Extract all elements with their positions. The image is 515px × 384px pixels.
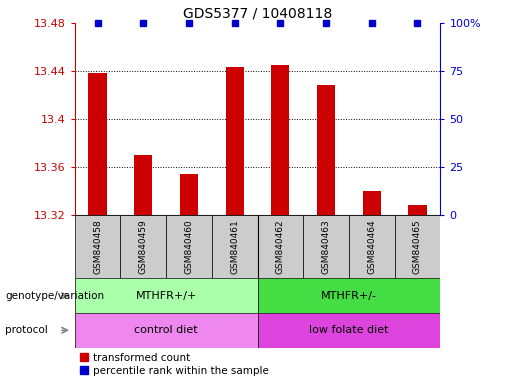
Title: GDS5377 / 10408118: GDS5377 / 10408118	[183, 7, 332, 20]
Bar	[363, 191, 381, 215]
Text: GSM840465: GSM840465	[413, 219, 422, 274]
Text: MTHFR+/-: MTHFR+/-	[321, 291, 377, 301]
Bar	[121, 215, 166, 278]
Bar	[89, 73, 107, 215]
Bar	[271, 65, 289, 215]
Text: GSM840462: GSM840462	[276, 219, 285, 274]
Text: GSM840459: GSM840459	[139, 219, 148, 274]
Bar	[258, 313, 440, 348]
Bar	[166, 215, 212, 278]
Bar	[303, 215, 349, 278]
Bar	[394, 215, 440, 278]
Text: genotype/variation: genotype/variation	[5, 291, 104, 301]
Bar	[134, 155, 152, 215]
Bar	[349, 215, 394, 278]
Bar	[180, 174, 198, 215]
Bar	[258, 215, 303, 278]
Text: control diet: control diet	[134, 325, 198, 335]
Bar	[226, 68, 244, 215]
Bar	[258, 278, 440, 313]
Text: low folate diet: low folate diet	[309, 325, 389, 335]
Text: GSM840458: GSM840458	[93, 219, 102, 274]
Bar	[408, 205, 426, 215]
Bar	[75, 278, 258, 313]
Bar	[75, 313, 258, 348]
Bar	[317, 85, 335, 215]
Text: GSM840461: GSM840461	[230, 219, 239, 274]
Bar	[75, 215, 121, 278]
Legend: transformed count, percentile rank within the sample: transformed count, percentile rank withi…	[80, 353, 269, 376]
Text: MTHFR+/+: MTHFR+/+	[135, 291, 197, 301]
Text: GSM840460: GSM840460	[184, 219, 194, 274]
Bar	[212, 215, 258, 278]
Text: GSM840463: GSM840463	[321, 219, 331, 274]
Text: GSM840464: GSM840464	[367, 219, 376, 274]
Text: protocol: protocol	[5, 325, 48, 335]
